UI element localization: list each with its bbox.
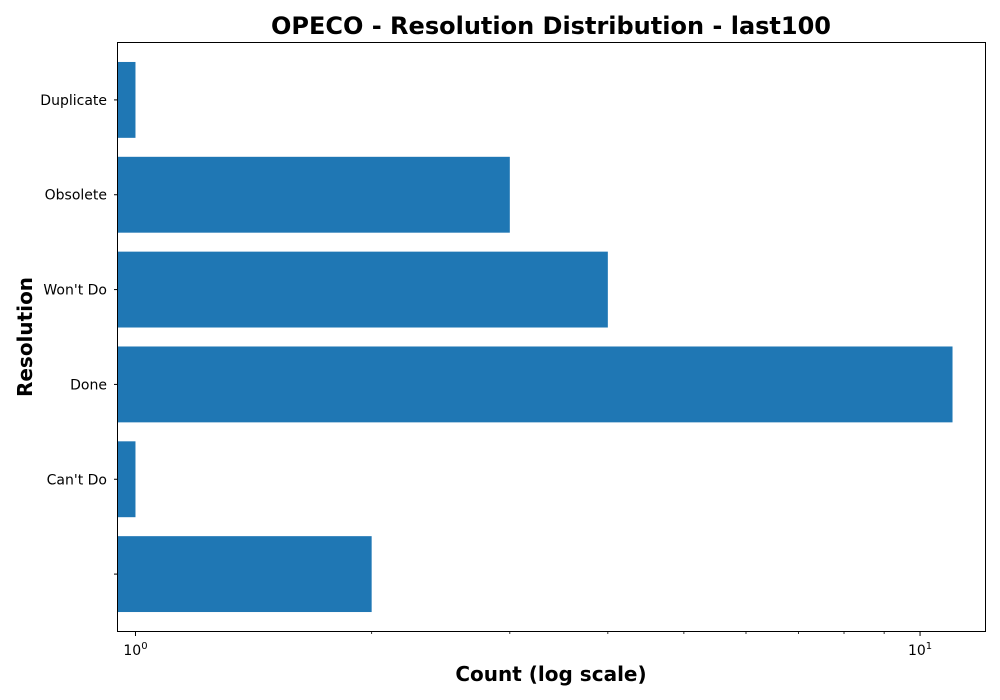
bar bbox=[118, 536, 372, 613]
y-tick-label: Won't Do bbox=[43, 283, 107, 299]
x-tick-label: 100 bbox=[123, 641, 147, 659]
chart-title: OPECO - Resolution Distribution - last10… bbox=[271, 12, 831, 40]
y-tick-label: Done bbox=[70, 377, 107, 393]
x-axis-label: Count (log scale) bbox=[455, 662, 646, 686]
y-ticks: Can't Do Done Won't Do Obsolete Duplicate bbox=[40, 93, 118, 575]
y-tick-label: Duplicate bbox=[40, 93, 107, 109]
bar bbox=[118, 346, 953, 423]
bar bbox=[118, 61, 136, 138]
y-tick-label: Can't Do bbox=[47, 472, 107, 488]
y-tick-label: Obsolete bbox=[45, 188, 107, 204]
x-tick-label: 101 bbox=[908, 641, 932, 659]
x-ticks: 100 101 bbox=[123, 631, 932, 659]
bars-group bbox=[118, 61, 953, 613]
bar bbox=[118, 441, 136, 518]
y-axis-label: Resolution bbox=[13, 277, 37, 397]
bar bbox=[118, 156, 510, 233]
plot-frame bbox=[117, 42, 986, 632]
bar bbox=[118, 251, 608, 328]
